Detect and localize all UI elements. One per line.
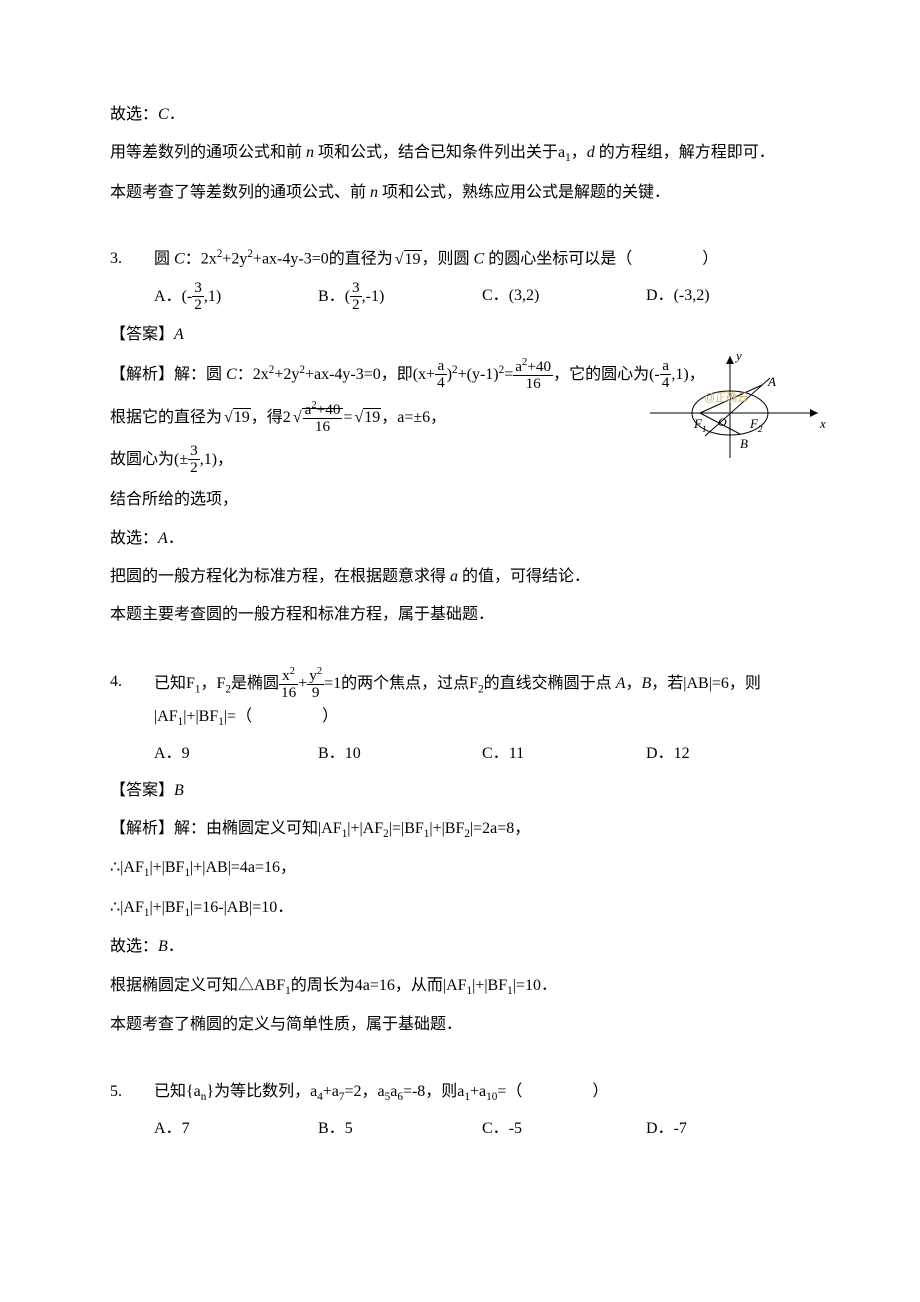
- q5-option-d: D．-7: [646, 1114, 810, 1144]
- q3-option-d: D．(-3,2): [646, 281, 810, 314]
- q3-solution-5: 故选：A．: [110, 524, 810, 554]
- text: C: [174, 251, 185, 268]
- svg-text:y: y: [734, 348, 742, 363]
- q4-option-b: B．10: [318, 739, 482, 769]
- text: d: [587, 144, 595, 161]
- text: 项和公式，结合已知条件列出关于a: [314, 144, 565, 161]
- text: 用等差数列的通项公式和前: [110, 144, 306, 161]
- svg-text:O: O: [718, 415, 727, 429]
- text: 19: [404, 250, 422, 268]
- q4-solution-4: 故选：B．: [110, 932, 810, 962]
- q3-number: 3.: [110, 244, 154, 275]
- q4-solution-6: 本题考查了椭圆的定义与简单性质，属于基础题．: [110, 1010, 810, 1040]
- answer-label: 【答案】: [110, 782, 174, 799]
- q3-stem: 3. 圆 C：2x2+2y2+ax-4y-3=0的直径为19，则圆 C 的圆心坐…: [110, 244, 810, 275]
- prev-explain-2: 本题考查了等差数列的通项公式、前 n 项和公式，熟练应用公式是解题的关键．: [110, 178, 810, 208]
- q3-solution-4: 结合所给的选项，: [110, 485, 810, 515]
- svg-text:x: x: [819, 416, 826, 431]
- q3-solution-7: 本题主要考查圆的一般方程和标准方程，属于基础题．: [110, 600, 810, 630]
- q4-solution-3: ∴|AF1|+|BF1|=16-|AB|=10．: [110, 893, 810, 924]
- text: +2y: [222, 251, 247, 268]
- text: ，: [571, 144, 587, 161]
- q4-text: 已知F1，F2是椭圆x216+y29=1的两个焦点，过点F2的直线交椭圆于点 A…: [154, 667, 810, 702]
- q3-option-b: B．(32,-1): [318, 281, 482, 314]
- text: n: [306, 144, 314, 161]
- text: +ax-4y-3=0的直径为: [253, 251, 393, 268]
- answer-value: A: [174, 326, 184, 343]
- q4-option-a: A．9: [154, 739, 318, 769]
- q4-stem-2: |AF1|+|BF1|=（）: [110, 702, 810, 733]
- text: ）: [702, 251, 718, 268]
- text: 的方程组，解方程即可．: [595, 144, 775, 161]
- answer-value: B: [174, 782, 184, 799]
- text: ：2x: [185, 251, 217, 268]
- text: C: [158, 106, 169, 123]
- q3-text: 圆 C：2x2+2y2+ax-4y-3=0的直径为19，则圆 C 的圆心坐标可以…: [154, 244, 810, 275]
- text: ．: [169, 106, 185, 123]
- ellipse-figure: @正确云 x y A B F1 F2 O: [650, 348, 830, 478]
- prev-explain-1: 用等差数列的通项公式和前 n 项和公式，结合已知条件列出关于a1，d 的方程组，…: [110, 138, 810, 169]
- q3-option-c: C．(3,2): [482, 281, 646, 314]
- q4-option-d: D．12: [646, 739, 810, 769]
- q3-solution-6: 把圆的一般方程化为标准方程，在根据题意求得 a 的值，可得结论．: [110, 562, 810, 592]
- q5-option-c: C．-5: [482, 1114, 646, 1144]
- text: n: [370, 184, 378, 201]
- svg-text:B: B: [740, 436, 748, 451]
- q3-answer: 【答案】A: [110, 320, 810, 350]
- answer-label: 【答案】: [110, 326, 174, 343]
- text: 的圆心坐标可以是（: [484, 251, 632, 268]
- q4-solution-5: 根据椭圆定义可知△ABF1的周长为4a=16，从而|AF1|+|BF1|=10．: [110, 971, 810, 1002]
- q4-answer: 【答案】B: [110, 776, 810, 806]
- q5-text: 已知{an}为等比数列，a4+a7=2，a5a6=-8，则a1+a10=（）: [154, 1077, 810, 1108]
- q3-option-a: A．(-32,1): [154, 281, 318, 314]
- q4-options: A．9 B．10 C．11 D．12: [110, 739, 810, 769]
- q5-number: 5.: [110, 1077, 154, 1108]
- prev-answer: 故选：C．: [110, 100, 810, 130]
- q4-solution-1: 【解析】解：由椭圆定义可知|AF1|+|AF2|=|BF1|+|BF2|=2a=…: [110, 814, 810, 845]
- watermark: @正确云: [704, 388, 748, 409]
- q5-options: A．7 B．5 C．-5 D．-7: [110, 1114, 810, 1144]
- q4-stem: 4. 已知F1，F2是椭圆x216+y29=1的两个焦点，过点F2的直线交椭圆于…: [110, 667, 810, 702]
- solution-label: 【解析】解：: [110, 366, 206, 383]
- text: 项和公式，熟练应用公式是解题的关键．: [378, 184, 670, 201]
- q5-option-b: B．5: [318, 1114, 482, 1144]
- q5-option-a: A．7: [154, 1114, 318, 1144]
- q4-number: 4.: [110, 667, 154, 702]
- q4-option-c: C．11: [482, 739, 646, 769]
- svg-text:F1: F1: [693, 416, 706, 434]
- text: 故选：: [110, 106, 158, 123]
- text: C: [474, 251, 485, 268]
- text: 圆: [154, 251, 174, 268]
- q4-solution-2: ∴|AF1|+|BF1|+|AB|=4a=16，: [110, 853, 810, 884]
- text: 本题考查了等差数列的通项公式、前: [110, 184, 370, 201]
- q3-options: A．(-32,1) B．(32,-1) C．(3,2) D．(-3,2): [110, 281, 810, 314]
- q5-stem: 5. 已知{an}为等比数列，a4+a7=2，a5a6=-8，则a1+a10=（…: [110, 1077, 810, 1108]
- svg-text:A: A: [767, 374, 776, 389]
- text: ，则圆: [422, 251, 474, 268]
